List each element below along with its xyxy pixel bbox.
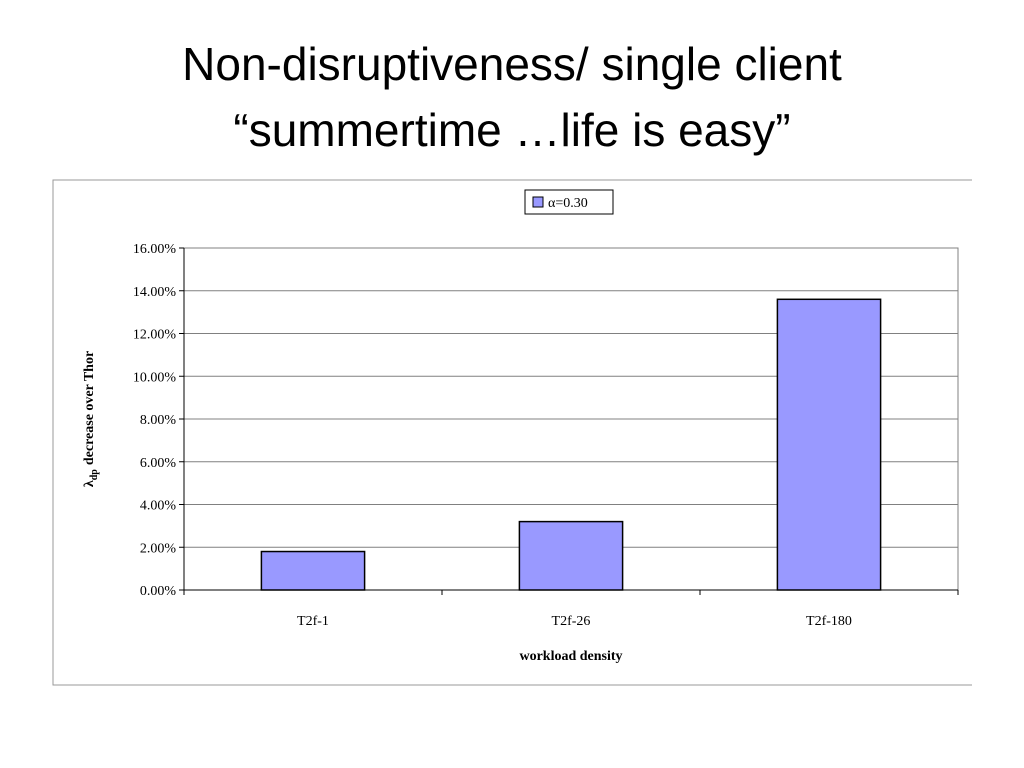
y-axis-label: λdp decrease over Thor [82, 351, 100, 487]
y-tick-label: 10.00% [133, 370, 177, 385]
legend: α=0.30 [524, 189, 614, 215]
x-axis-label: workload density [519, 649, 622, 664]
bar [776, 298, 882, 591]
bar [518, 520, 624, 591]
y-axis-label-text: decrease over Thor [82, 351, 97, 465]
y-tick-label: 0.00% [140, 584, 177, 599]
y-tick-label: 14.00% [133, 285, 177, 300]
x-tick-label: T2f-26 [552, 614, 591, 629]
x-tick-label: T2f-1 [297, 614, 329, 629]
y-axis-label-symbol: λ [82, 480, 97, 487]
bar [260, 550, 366, 591]
y-axis-label-subscript: dp [89, 469, 100, 481]
y-tick-label: 16.00% [133, 242, 177, 257]
legend-label: α=0.30 [548, 196, 588, 211]
slide-title: “summertime …life is easy” [233, 104, 790, 156]
legend-swatch [532, 196, 544, 208]
slide-title: Non-disruptiveness/ single client [182, 38, 842, 90]
y-tick-label: 4.00% [140, 499, 177, 514]
y-tick-label: 8.00% [140, 413, 177, 428]
x-tick-label: T2f-180 [806, 614, 852, 629]
y-tick-label: 6.00% [140, 456, 177, 471]
y-tick-label: 12.00% [133, 328, 177, 343]
chart: 0.00% 2.00% 4.00% 6.00% 8.00% 10.00% 12.00% 14.… [82, 189, 959, 664]
y-tick-label: 2.00% [140, 541, 177, 556]
chart-frame [52, 179, 972, 686]
